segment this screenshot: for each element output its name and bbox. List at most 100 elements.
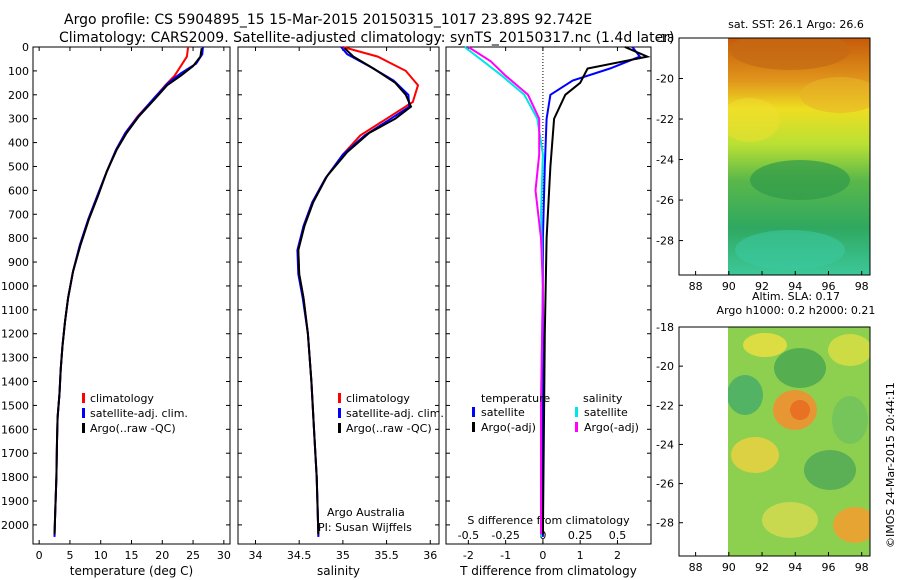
sla-map-frame (678, 326, 871, 557)
temperature-legend-swatch (82, 393, 85, 403)
depth-tick-label: 1300 (1, 352, 29, 365)
sst-map-xtick-label: 90 (722, 280, 736, 293)
temperature-legend-label: satellite-adj. clim. (90, 407, 188, 420)
figure-title-line-1: Argo profile: CS 5904895_15 15-Mar-2015 … (64, 12, 593, 28)
s-tick-label: -0.25 (491, 529, 519, 542)
annotation-line-1: Argo Australia (327, 506, 405, 519)
sla-map-title-2: Argo h1000: 0.2 h2000: 0.21 (717, 304, 876, 317)
depth-tick-label: 1200 (1, 328, 29, 341)
depth-tick-label: 900 (8, 256, 29, 269)
differences-series-3 (467, 46, 544, 535)
depth-tick-label: 1600 (1, 423, 29, 436)
annotation-line-2: PI: Susan Wijffels (318, 521, 412, 534)
salinity-legend-swatch (338, 393, 341, 403)
legend-title-salinity: salinity (583, 392, 623, 405)
depth-tick-label: 1500 (1, 399, 29, 412)
salinity-panel: 34 34.5 35 35.5 36 salinity climatology satelli… (237, 46, 444, 578)
sla-map-ytick-label: -24 (656, 438, 674, 451)
temperature-legend-label: Argo(..raw -QC) (90, 422, 176, 435)
salinity-legend-swatch (338, 408, 341, 418)
temperature-xtick-label: 0 (36, 549, 43, 562)
diff-legend-label: Argo(-adj) (584, 421, 639, 434)
salinity-xtick-label: 34 (248, 549, 262, 562)
differences-xlabel: T difference from climatology (459, 564, 637, 578)
differences-series-1 (541, 46, 651, 535)
depth-tick-label: 1100 (1, 304, 29, 317)
depth-tick-label: 700 (8, 208, 29, 221)
sla-map-xtick-label: 94 (788, 561, 802, 574)
salinity-legend-label: Argo(..raw -QC) (346, 422, 432, 435)
sst-map-ytick-label: -24 (656, 154, 674, 167)
depth-tick-label: 200 (8, 89, 29, 102)
temperature-panel: 0100200300400500600700800900100011001200… (1, 41, 231, 578)
s-tick-label: -0.5 (458, 529, 479, 542)
s-tick-label: 0.25 (568, 529, 593, 542)
temperature-xlabel: temperature (deg C) (70, 564, 193, 578)
sst-map-xtick-label: 98 (855, 280, 869, 293)
temperature-xtick-label: 5 (66, 549, 73, 562)
temperature-xtick-label: 20 (155, 549, 169, 562)
depth-tick-label: 1700 (1, 447, 29, 460)
sst-map-image (728, 38, 870, 275)
sst-map-title: sat. SST: 26.1 Argo: 26.6 (728, 18, 864, 31)
sla-map-ytick-label: -22 (656, 399, 674, 412)
depth-tick-label: 500 (8, 160, 29, 173)
sla-map-image (728, 327, 870, 556)
sst-map-panel: sat. SST: 26.1 Argo: 26.6 88 90 92 94 96 98 -1… (656, 18, 871, 293)
sst-map-xtick-label: 96 (821, 280, 835, 293)
salinity-xtick-label: 35 (336, 549, 350, 562)
depth-tick-label: 1000 (1, 280, 29, 293)
diff-legend-label: satellite (481, 406, 525, 419)
salinity-legend-label: satellite-adj. clim. (346, 407, 444, 420)
sst-map-ytick-label: -28 (656, 235, 674, 248)
sla-map-xtick-label: 90 (722, 561, 736, 574)
sla-map-xtick-label: 88 (689, 561, 703, 574)
temperature-legend-swatch (82, 423, 85, 433)
depth-tick-label: 800 (8, 232, 29, 245)
diff-legend-swatch (575, 407, 578, 417)
sla-map-panel: Altim. SLA: 0.17 Argo h1000: 0.2 h2000: … (656, 290, 876, 574)
salinity-xtick-label: 34.5 (287, 549, 312, 562)
s-difference-label: S difference from climatology (467, 514, 630, 527)
temperature-xtick-label: 10 (94, 549, 108, 562)
sla-map-ytick-label: -18 (656, 321, 674, 334)
s-tick-label: 0.5 (609, 529, 627, 542)
depth-tick-label: 2000 (1, 519, 29, 532)
sst-map-xtick-label: 88 (689, 280, 703, 293)
temperature-frame (32, 46, 231, 545)
diff-legend-label: satellite (584, 406, 628, 419)
salinity-xlabel: salinity (317, 564, 360, 578)
temperature-xtick-label: 30 (217, 549, 231, 562)
differences-series-0 (541, 46, 642, 537)
temperature-xtick-label: 15 (125, 549, 139, 562)
sla-map-xtick-label: 92 (755, 561, 769, 574)
temperature-series-0 (53, 46, 190, 537)
depth-tick-label: 1900 (1, 495, 29, 508)
temperature-legend-swatch (82, 408, 85, 418)
temperature-series-1 (53, 46, 204, 537)
salinity-legend-label: climatology (346, 392, 410, 405)
depth-tick-label: 300 (8, 113, 29, 126)
salinity-frame (237, 46, 440, 545)
legend-title-temperature: temperature (481, 392, 550, 405)
imos-credit: ©IMOS 24-Mar-2015 20:44:11 (884, 382, 897, 548)
sla-map-ytick-label: -28 (656, 517, 674, 530)
salinity-xtick-label: 36 (423, 549, 437, 562)
sla-map-title-1: Altim. SLA: 0.17 (752, 290, 840, 303)
differences-xtick-label: -1 (500, 549, 511, 562)
depth-tick-label: 100 (8, 65, 29, 78)
salinity-xtick-label: 35.5 (374, 549, 399, 562)
differences-frame (445, 46, 652, 545)
salinity-series-2 (297, 47, 413, 535)
diff-legend-swatch (472, 407, 475, 417)
sst-map-ytick-label: -26 (656, 194, 674, 207)
difference-panel: -2 -1 0 1 2 T difference from climatology S di… (445, 46, 652, 578)
diff-legend-label: Argo(-adj) (481, 421, 536, 434)
temperature-legend-label: climatology (90, 392, 154, 405)
sst-map-ytick-label: -18 (656, 32, 674, 45)
figure-title-line-2: Climatology: CARS2009. Satellite-adjuste… (59, 30, 675, 46)
sst-map-frame (678, 37, 871, 276)
salinity-legend-swatch (338, 423, 341, 433)
sst-map-xtick-label: 92 (755, 280, 769, 293)
